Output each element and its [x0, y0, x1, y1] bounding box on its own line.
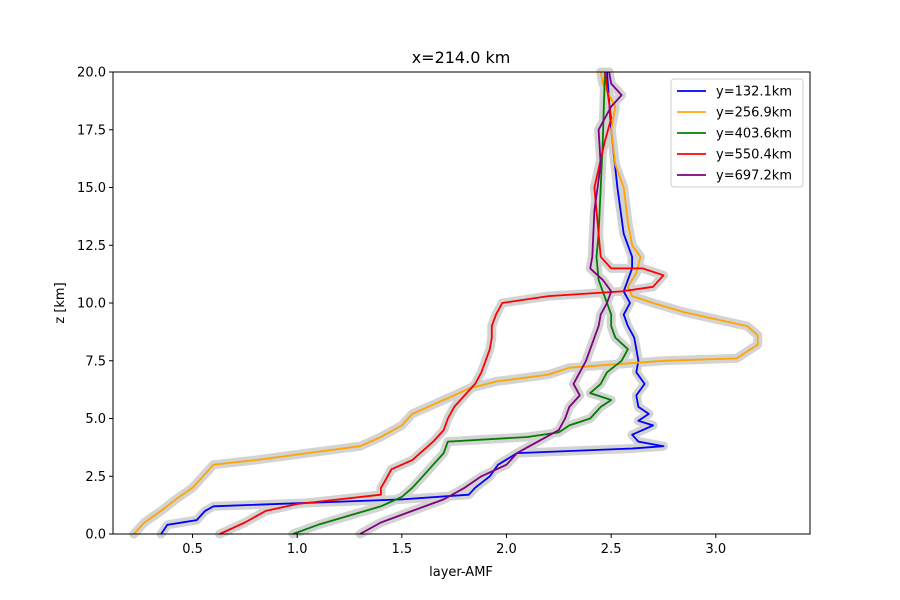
y-tick-label: 20.0 [77, 66, 106, 81]
uncertainty-band-2 [129, 67, 763, 539]
x-tick-label: 2.0 [496, 542, 517, 557]
x-tick-label: 1.5 [392, 542, 413, 557]
y-axis-label: z [km] [53, 282, 68, 323]
y-tick-label: 12.5 [77, 239, 106, 254]
y-ticks: 0.0 2.5 5.0 7.5 10.0 12.5 15.0 17.5 20.0 [77, 66, 113, 543]
legend-entry-4: y=550.4km [716, 148, 792, 163]
y-tick-label: 2.5 [85, 470, 106, 485]
legend-entry-5: y=697.2km [716, 169, 792, 184]
legend-entry-1: y=132.1km [716, 85, 792, 100]
series-line-3 [292, 71, 629, 535]
legend: y=132.1km y=256.9km y=403.6km y=550.4km y=69… [670, 78, 804, 188]
y-tick-label: 5.0 [85, 412, 106, 427]
uncertainty-bands [129, 67, 763, 539]
series-line-4 [219, 71, 665, 535]
y-tick-label: 17.5 [77, 123, 106, 138]
x-tick-label: 2.5 [601, 542, 622, 557]
y-tick-label: 0.0 [85, 528, 106, 543]
x-tick-label: 0.5 [182, 542, 203, 557]
series-lines [133, 71, 759, 535]
y-tick-label: 15.0 [77, 181, 106, 196]
legend-box [670, 78, 804, 188]
y-tick-label: 7.5 [85, 354, 106, 369]
y-tick-label: 10.0 [77, 297, 106, 312]
legend-entry-3: y=403.6km [716, 127, 792, 142]
x-tick-label: 3.0 [705, 542, 726, 557]
series-line-5 [359, 71, 623, 535]
series-line-2 [133, 71, 759, 535]
x-tick-label: 1.0 [287, 542, 308, 557]
x-ticks: 0.5 1.0 1.5 2.0 2.5 3.0 [182, 534, 726, 557]
x-axis-label: layer-AMF [429, 565, 493, 580]
chart-title: x=214.0 km [412, 48, 511, 67]
uncertainty-band-3 [288, 67, 633, 539]
legend-entry-2: y=256.9km [716, 106, 792, 121]
series-line-1 [160, 71, 665, 535]
